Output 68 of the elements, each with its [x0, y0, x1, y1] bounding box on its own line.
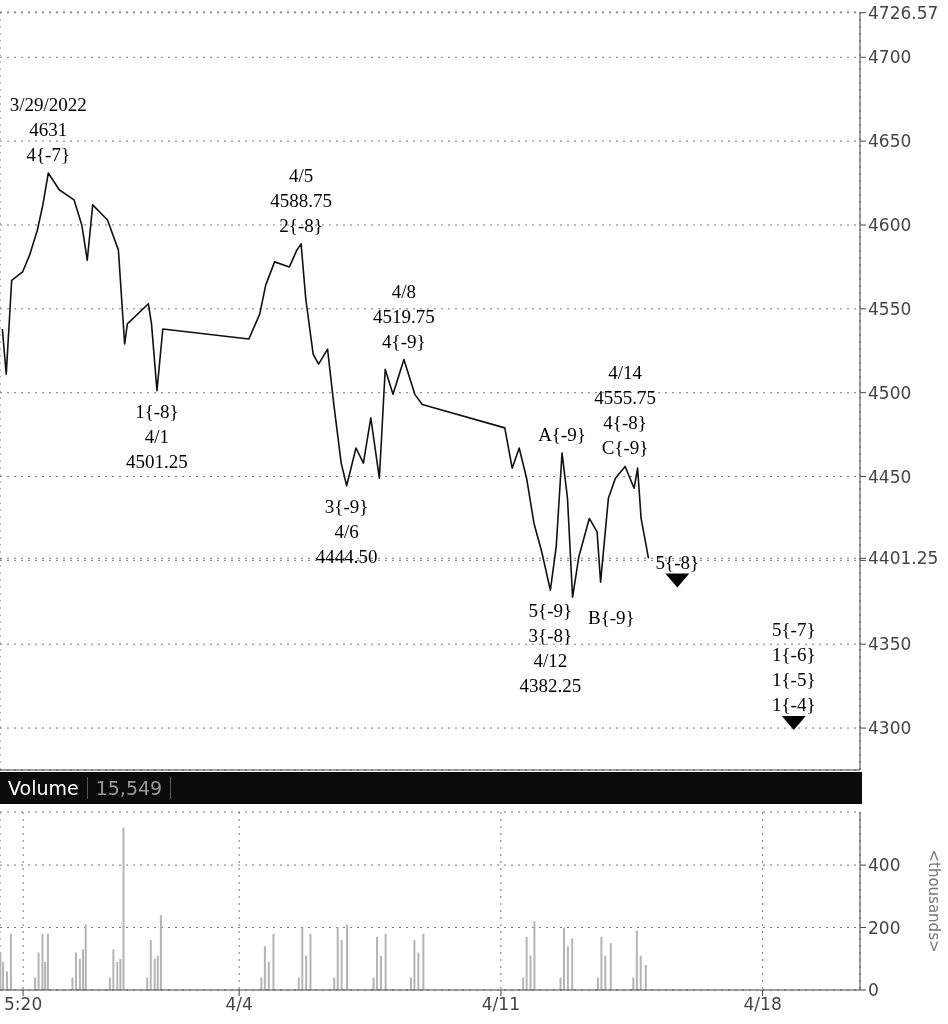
bar [533, 921, 536, 990]
bar [149, 940, 152, 990]
y-tick-label: 4726.57 [868, 2, 939, 23]
bar [379, 955, 382, 990]
bar [571, 938, 574, 990]
bar [413, 940, 416, 990]
bar [272, 933, 275, 990]
y-tick-label: 4401.25 [868, 548, 939, 569]
x-tick-label: 4/18 [743, 994, 782, 1015]
bar [644, 965, 647, 990]
bar [604, 955, 607, 990]
y-tick-label: 4600 [868, 215, 912, 236]
y-tick-label: 0 [868, 980, 879, 1001]
bar [301, 927, 304, 990]
annotation: B{-9} [587, 607, 635, 629]
bar [159, 915, 162, 990]
x-tick-label: 4/4 [225, 994, 253, 1015]
bar [346, 924, 349, 990]
bar [376, 936, 379, 990]
y-tick-label: 4300 [868, 718, 912, 739]
bar [635, 930, 638, 990]
bar [340, 940, 343, 990]
bar [112, 949, 115, 990]
bar [122, 827, 125, 990]
annotation: 3{-9} 4/6 4444.50 [315, 495, 378, 567]
bar [417, 952, 420, 990]
chart-title: Volume [0, 777, 88, 799]
bar [46, 933, 49, 990]
annotation: 5{-8} [655, 551, 700, 573]
bar [263, 946, 266, 990]
bar [384, 933, 387, 990]
y-axis-title: <thousands> [925, 849, 943, 953]
bar [563, 927, 566, 990]
chart-subtitle: 15,549 [87, 777, 172, 799]
bar [116, 961, 119, 990]
bar [309, 933, 312, 990]
bar [74, 952, 77, 990]
y-tick-label: 4350 [868, 634, 912, 655]
bar [422, 933, 425, 990]
y-tick-label: 4700 [868, 47, 912, 68]
bar [41, 933, 44, 990]
annotation: 4/14 4555.75 4{-8} C{-9} [594, 362, 657, 459]
bar [153, 958, 156, 990]
annotation: 3/29/2022 4631 4{-7} [9, 93, 87, 165]
annotation: 4/5 4588.75 2{-8} [270, 164, 332, 236]
bar [525, 936, 528, 990]
bar [600, 936, 603, 990]
bar [267, 961, 270, 990]
annotation: 5{-9} 3{-8} 4/12 4382.25 [519, 600, 582, 697]
y-tick-label: 4500 [868, 382, 912, 403]
y-tick-label: 4650 [868, 131, 912, 152]
bar [84, 924, 87, 990]
x-tick-label: 4/11 [481, 994, 520, 1015]
y-tick-label: 400 [868, 855, 901, 876]
y-tick-label: 4450 [868, 466, 912, 487]
bar [305, 955, 308, 990]
y-tick-label: 4550 [868, 298, 912, 319]
annotation: 5{-7} 1{-6} 1{-5} 1{-4} [772, 619, 816, 716]
x-tick-label: 5:20 [4, 994, 43, 1015]
bar [566, 946, 569, 990]
bar [336, 927, 339, 990]
bar [9, 933, 12, 990]
y-tick-label: 200 [868, 917, 901, 938]
annotation: 4/8 4519.75 4{-9} [373, 280, 435, 352]
bar [609, 943, 612, 990]
annotation: 1{-8} 4/1 4501.25 [126, 400, 188, 472]
annotation: A{-9} [538, 424, 586, 446]
bar [639, 955, 642, 990]
